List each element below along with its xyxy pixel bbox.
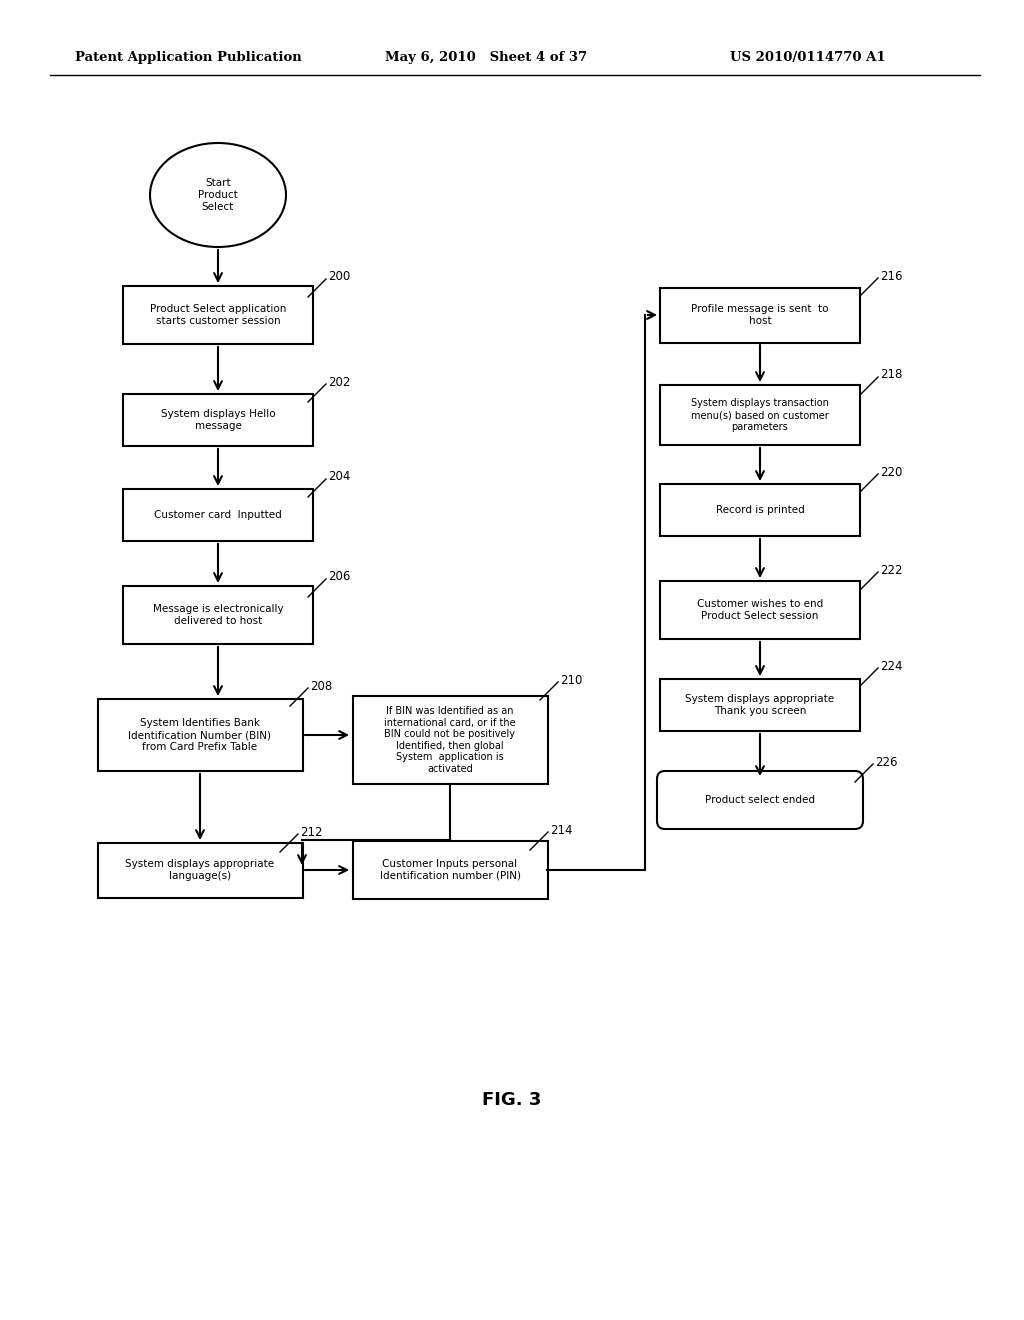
Text: 204: 204 [328,470,350,483]
Bar [660,288,860,342]
Text: 220: 220 [880,466,902,479]
Text: If BIN was Identified as an
international card, or if the
BIN could not be posit: If BIN was Identified as an internationa… [384,706,516,774]
Text: Customer Inputs personal
Identification number (PIN): Customer Inputs personal Identification … [380,859,520,880]
FancyBboxPatch shape [657,771,863,829]
Text: 212: 212 [300,825,323,838]
Text: Profile message is sent  to
host: Profile message is sent to host [691,304,828,326]
Bar [123,393,313,446]
Bar [123,488,313,541]
Bar [123,586,313,644]
Text: 214: 214 [550,824,572,837]
Bar [352,841,548,899]
Bar [660,581,860,639]
Text: 216: 216 [880,269,902,282]
Text: 224: 224 [880,660,902,672]
Text: 218: 218 [880,368,902,381]
Text: FIG. 3: FIG. 3 [482,1092,542,1109]
Text: Message is electronically
delivered to host: Message is electronically delivered to h… [153,605,284,626]
Text: 226: 226 [874,755,897,768]
Text: 202: 202 [328,375,350,388]
Text: 200: 200 [328,271,350,284]
Text: Customer wishes to end
Product Select session: Customer wishes to end Product Select se… [697,599,823,620]
Text: Start
Product
Select: Start Product Select [198,178,238,211]
Text: Customer card  Inputted: Customer card Inputted [155,510,282,520]
Bar [660,484,860,536]
Bar [352,696,548,784]
Text: Product Select application
starts customer session: Product Select application starts custom… [150,304,286,326]
Text: System Identifies Bank
Identification Number (BIN)
from Card Prefix Table: System Identifies Bank Identification Nu… [128,718,271,751]
Bar [660,678,860,731]
Text: Patent Application Publication: Patent Application Publication [75,51,302,65]
Bar [660,385,860,445]
Text: US 2010/0114770 A1: US 2010/0114770 A1 [730,51,886,65]
Text: System displays appropriate
language(s): System displays appropriate language(s) [125,859,274,880]
Text: System displays Hello
message: System displays Hello message [161,409,275,430]
Text: 210: 210 [560,673,583,686]
Text: System displays transaction
menu(s) based on customer
parameters: System displays transaction menu(s) base… [691,399,829,432]
Text: Record is printed: Record is printed [716,506,805,515]
Bar [97,700,302,771]
Text: 222: 222 [880,564,902,577]
Text: System displays appropriate
Thank you screen: System displays appropriate Thank you sc… [685,694,835,715]
Bar [123,286,313,345]
Bar [97,842,302,898]
Text: Product select ended: Product select ended [705,795,815,805]
Text: 206: 206 [328,570,350,583]
Text: 208: 208 [310,680,332,693]
Text: May 6, 2010   Sheet 4 of 37: May 6, 2010 Sheet 4 of 37 [385,51,587,65]
Ellipse shape [150,143,286,247]
